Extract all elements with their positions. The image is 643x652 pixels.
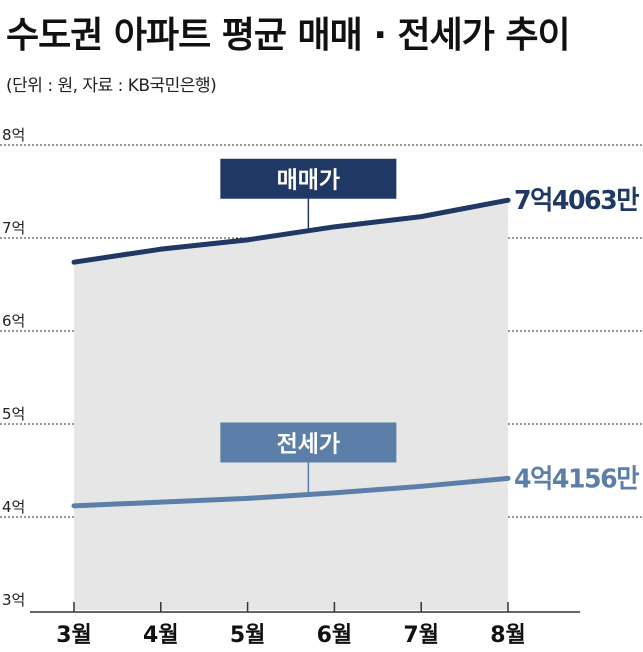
x-tick-label: 3월: [56, 623, 92, 648]
legend-box: [220, 422, 397, 463]
x-tick-label: 4월: [143, 623, 179, 648]
y-tick-label: 5억: [2, 405, 25, 423]
area-fill: [74, 200, 508, 610]
series-line: [71, 197, 511, 265]
x-tick-label: 5월: [230, 623, 266, 648]
y-axis-ticks: 8억 7억 6억 5억 4억 3억: [2, 126, 25, 609]
y-tick-label: 7억: [2, 219, 25, 237]
x-axis: 3월 4월 5월 6월 7월 8월: [30, 602, 580, 648]
series-lines: [71, 197, 511, 509]
chart-title: 수도권 아파트 평균 매매 · 전세가 추이: [6, 15, 571, 56]
x-tick-label: 8월: [490, 623, 526, 648]
y-tick-label: 6억: [2, 312, 25, 330]
legend-label: 전세가: [277, 431, 340, 457]
series-end-labels: 7억4063만 4억4156만: [514, 186, 641, 494]
x-tick-label: 6월: [317, 623, 353, 648]
y-tick-label: 3억: [2, 591, 25, 609]
y-tick-label: 4억: [2, 498, 25, 516]
x-tick-label: 7월: [403, 623, 439, 648]
series-line: [71, 475, 511, 509]
legend-box: [220, 158, 397, 199]
chart-subtitle: (단위 : 원, 자료 : KB국민은행): [6, 76, 217, 96]
series-end-label: 4억4156만: [514, 464, 640, 494]
area-layer: [74, 200, 508, 610]
y-tick-label: 8억: [2, 126, 25, 144]
series-end-label: 7억4063만: [514, 186, 640, 216]
legend-label: 매매가: [277, 168, 340, 194]
